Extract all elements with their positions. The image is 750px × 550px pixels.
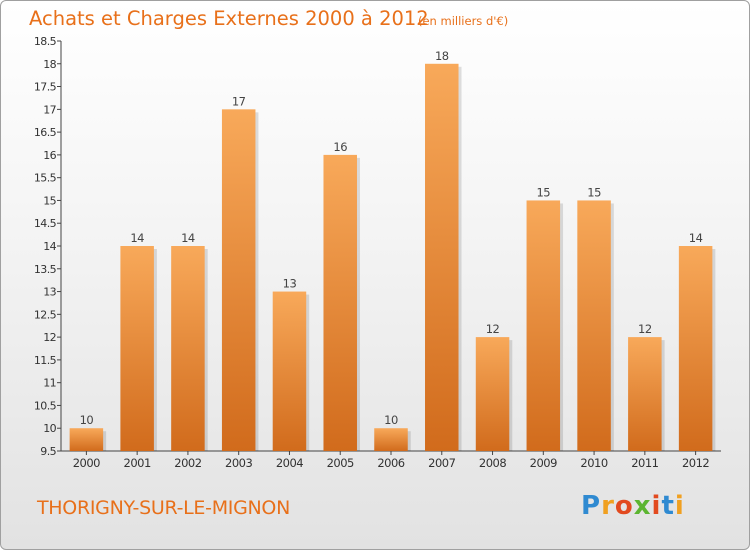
y-tick-label: 14 bbox=[43, 240, 56, 253]
x-tick-label: 2004 bbox=[276, 456, 303, 470]
commune-name: THORIGNY-SUR-LE-MIGNON bbox=[37, 497, 290, 519]
bar-value-label: 15 bbox=[536, 185, 550, 199]
logo-letter: r bbox=[601, 491, 615, 521]
bar-value-label: 10 bbox=[80, 413, 94, 427]
y-tick-label: 16.5 bbox=[34, 126, 57, 139]
x-tick-label: 2008 bbox=[479, 456, 506, 470]
bar-2003 bbox=[221, 109, 256, 451]
y-tick-label: 15.5 bbox=[34, 172, 57, 185]
x-tick-label: 2001 bbox=[124, 456, 151, 470]
bar-value-label: 18 bbox=[435, 49, 449, 63]
y-tick-label: 10.5 bbox=[34, 399, 57, 412]
bar-2012 bbox=[678, 246, 713, 451]
x-tick-label: 2000 bbox=[73, 456, 100, 470]
bar-value-label: 10 bbox=[384, 413, 398, 427]
logo-letter: i bbox=[651, 491, 662, 521]
logo-letter: i bbox=[674, 491, 685, 521]
x-tick-label: 2006 bbox=[377, 456, 404, 470]
bar-2001 bbox=[120, 246, 154, 451]
y-tick-label: 9.5 bbox=[40, 445, 56, 458]
y-tick-label: 12.5 bbox=[34, 308, 57, 321]
y-tick-label: 10 bbox=[43, 422, 56, 435]
y-tick-label: 17.5 bbox=[34, 81, 57, 94]
logo-letter: P bbox=[581, 491, 602, 521]
bar-value-label: 12 bbox=[638, 322, 652, 336]
bar-value-label: 14 bbox=[181, 231, 195, 245]
y-tick-label: 18.5 bbox=[34, 35, 57, 48]
x-tick-label: 2007 bbox=[428, 456, 455, 470]
x-tick-label: 2009 bbox=[530, 456, 557, 470]
x-tick-label: 2012 bbox=[682, 456, 709, 470]
bar-value-label: 15 bbox=[587, 185, 601, 199]
y-tick-label: 18 bbox=[43, 58, 56, 71]
bar-2005 bbox=[323, 154, 357, 451]
y-tick-label: 11.5 bbox=[34, 354, 57, 367]
y-tick-label: 12 bbox=[43, 331, 56, 344]
logo-letter: o bbox=[614, 491, 634, 521]
logo-letter: x bbox=[633, 491, 652, 521]
y-tick-label: 14.5 bbox=[34, 217, 57, 230]
x-tick-label: 2002 bbox=[174, 456, 201, 470]
bar-2004 bbox=[272, 291, 307, 451]
logo-letter: t bbox=[661, 491, 675, 521]
bar-value-label: 17 bbox=[232, 94, 246, 108]
y-tick-label: 15 bbox=[43, 194, 56, 207]
chart-subtitle: (en milliers d'€) bbox=[418, 14, 509, 28]
bar-2006 bbox=[374, 428, 408, 451]
y-tick-label: 11 bbox=[43, 377, 56, 390]
bar-value-label: 14 bbox=[130, 231, 144, 245]
x-tick-label: 2003 bbox=[225, 456, 252, 470]
bar-value-label: 13 bbox=[283, 277, 297, 291]
y-tick-label: 17 bbox=[43, 103, 56, 116]
bar-2007 bbox=[425, 63, 459, 452]
x-tick-label: 2010 bbox=[580, 456, 607, 470]
bar-2011 bbox=[628, 337, 662, 451]
y-tick-label: 16 bbox=[43, 149, 56, 162]
proxiti-logo: Proxiti bbox=[581, 491, 685, 521]
bar-value-label: 14 bbox=[689, 231, 703, 245]
x-tick-label: 2011 bbox=[631, 456, 658, 470]
y-tick-label: 13 bbox=[43, 286, 56, 299]
x-tick-label: 2005 bbox=[327, 456, 354, 470]
chart-title: Achats et Charges Externes 2000 à 2012 bbox=[29, 7, 429, 30]
bar-2000 bbox=[69, 428, 104, 451]
y-tick-label: 13.5 bbox=[34, 263, 57, 276]
bar-value-label: 12 bbox=[486, 322, 500, 336]
bar-2009 bbox=[526, 200, 561, 451]
bar-2008 bbox=[475, 337, 510, 451]
bar-value-label: 16 bbox=[333, 140, 347, 154]
bar-2002 bbox=[171, 246, 205, 451]
bar-2010 bbox=[577, 200, 611, 451]
